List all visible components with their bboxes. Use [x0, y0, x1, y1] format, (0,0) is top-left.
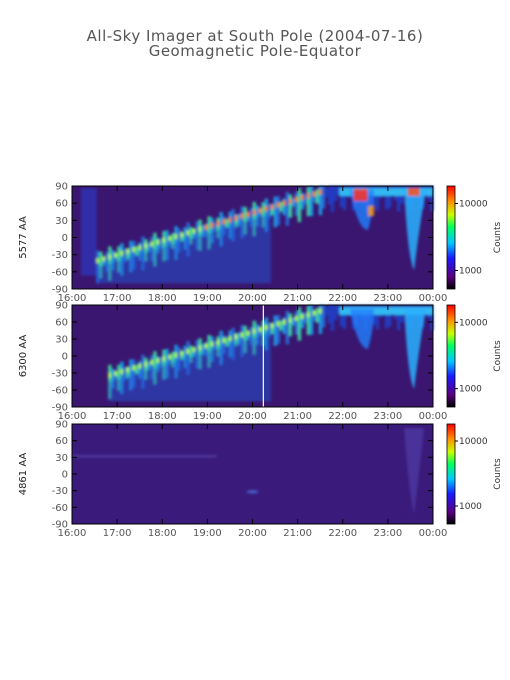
x-tick-label: 16:00 — [58, 293, 87, 304]
x-tick-label: 20:00 — [238, 528, 267, 539]
colorbar-tick-label: 1000 — [459, 385, 482, 395]
x-tick-label: 23:00 — [373, 528, 402, 539]
y-tick-label: 90 — [55, 301, 68, 312]
colorbar-label: Counts — [493, 340, 503, 372]
heatmap-image — [108, 305, 434, 402]
x-tick-label: 21:00 — [283, 293, 312, 304]
colorbar-label: Counts — [493, 221, 503, 253]
colorbar — [446, 185, 456, 290]
colorbar-tick-label: 10000 — [459, 200, 488, 210]
y-tick-label: 0 — [62, 352, 68, 363]
heatmap-background — [72, 424, 433, 524]
y-tick-label: -60 — [52, 267, 68, 278]
colorbar-tick-label: 1000 — [459, 266, 482, 276]
y-axis-label: 5577 AA — [18, 216, 29, 259]
y-axis-label: 4861 AA — [18, 453, 29, 496]
x-tick-label: 17:00 — [103, 528, 132, 539]
y-tick-label: 30 — [55, 216, 68, 227]
colorbar — [446, 423, 456, 525]
x-tick-label: 18:00 — [148, 411, 177, 422]
x-tick-label: 18:00 — [148, 528, 177, 539]
y-tick-label: 0 — [62, 470, 68, 481]
y-tick-label: -90 — [52, 403, 68, 414]
y-tick-label: 60 — [55, 436, 68, 447]
y-tick-label: -90 — [52, 520, 68, 531]
x-tick-label: 19:00 — [193, 293, 222, 304]
y-tick-label: -90 — [52, 285, 68, 296]
x-tick-label: 17:00 — [103, 411, 132, 422]
y-tick-label: 90 — [55, 420, 68, 431]
y-axis-label: 6300 AA — [18, 335, 29, 378]
x-tick-label: 00:00 — [419, 528, 448, 539]
x-tick-label: 21:00 — [283, 528, 312, 539]
heatmap-image — [81, 186, 434, 284]
x-tick-label: 00:00 — [419, 411, 448, 422]
colorbar-tick-label: 1000 — [459, 502, 482, 512]
x-tick-label: 23:00 — [373, 293, 402, 304]
heatmap-image — [72, 428, 425, 514]
colorbar-tick-label: 10000 — [459, 318, 488, 328]
y-tick-label: 60 — [55, 318, 68, 329]
chart-title: All-Sky Imager at South Pole (2004-07-16… — [86, 27, 424, 45]
x-tick-label: 22:00 — [328, 411, 357, 422]
x-tick-label: 18:00 — [148, 293, 177, 304]
y-tick-label: -30 — [52, 486, 68, 497]
y-tick-label: 30 — [55, 453, 68, 464]
x-tick-label: 21:00 — [283, 411, 312, 422]
colorbar-tick-label: 10000 — [459, 437, 488, 447]
x-tick-label: 20:00 — [238, 293, 267, 304]
y-tick-label: 30 — [55, 335, 68, 346]
y-tick-label: -30 — [52, 250, 68, 261]
x-tick-label: 16:00 — [58, 411, 87, 422]
x-tick-label: 23:00 — [373, 411, 402, 422]
x-tick-label: 22:00 — [328, 528, 357, 539]
x-tick-label: 17:00 — [103, 293, 132, 304]
y-tick-label: 0 — [62, 233, 68, 244]
colorbar-label: Counts — [493, 458, 503, 490]
y-tick-label: 90 — [55, 182, 68, 193]
y-tick-label: 60 — [55, 199, 68, 210]
y-tick-label: -30 — [52, 369, 68, 380]
x-tick-label: 19:00 — [193, 411, 222, 422]
y-tick-label: -60 — [52, 503, 68, 514]
chart-subtitle: Geomagnetic Pole-Equator — [148, 42, 362, 60]
x-tick-label: 19:00 — [193, 528, 222, 539]
x-tick-label: 00:00 — [419, 293, 448, 304]
x-tick-label: 20:00 — [238, 411, 267, 422]
colorbar — [446, 304, 456, 408]
y-tick-label: -60 — [52, 386, 68, 397]
x-tick-label: 16:00 — [58, 528, 87, 539]
x-tick-label: 22:00 — [328, 293, 357, 304]
